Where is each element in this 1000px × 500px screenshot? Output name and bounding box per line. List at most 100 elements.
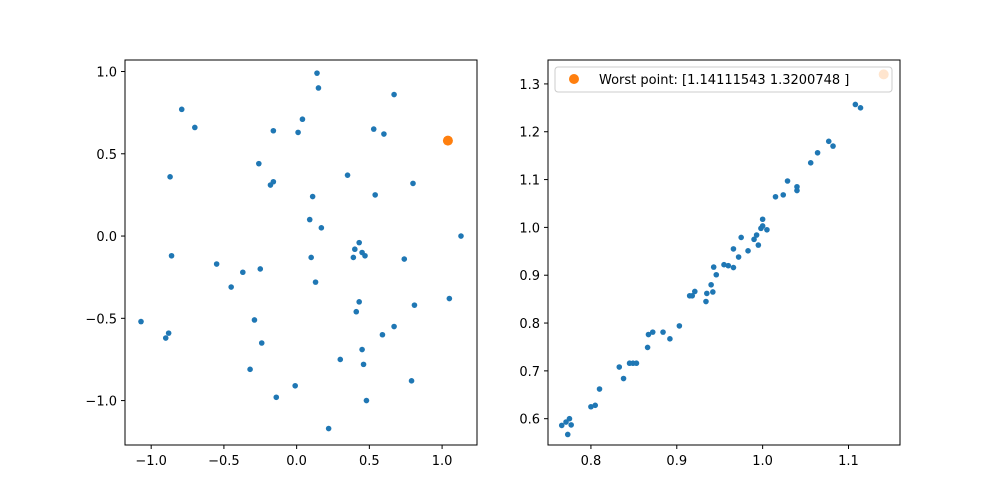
x-tick-label: 0.9 [666,454,687,469]
data-point [616,364,623,370]
data-point [138,318,144,325]
data-point [759,216,766,223]
data-point [708,281,714,288]
y-tick-label: 0.9 [519,269,540,284]
data-point [857,105,864,111]
data-point [759,223,766,229]
data-point [830,143,836,149]
y-tick-label: −1.0 [85,395,117,410]
series-1 [442,135,453,146]
y-tick-label: 1.0 [519,221,540,236]
data-point [359,346,365,353]
data-point [730,246,737,252]
data-point [568,422,574,428]
data-point [814,149,821,156]
legend: Worst point: [1.14111543 1.3200748 ] [554,66,893,93]
series-0 [558,101,864,438]
data-point [363,397,370,404]
data-point [784,178,791,184]
x-tick-label: −1.0 [135,454,167,469]
x-tick-label: 0.8 [581,454,602,469]
data-point [273,394,280,401]
data-point [213,261,220,267]
y-tick-label: −0.5 [85,312,117,327]
data-point [676,323,683,329]
data-point [299,116,306,123]
data-point [730,264,737,271]
data-point [764,226,770,233]
y-tick-label: 0.5 [96,148,117,163]
data-point [710,264,717,270]
data-point [167,174,173,180]
data-point [165,330,172,336]
data-point [381,131,387,137]
data-point [564,431,571,438]
data-point [704,290,710,297]
data-point [240,269,246,276]
data-point [350,254,357,261]
x-tick-label: 1.1 [838,454,859,469]
data-point [325,425,332,432]
data-point [410,180,416,187]
data-point [318,225,325,231]
data-point [352,246,358,253]
data-point [689,292,696,299]
x-tick-label: 0.5 [359,454,380,469]
data-point [309,193,316,200]
data-point [391,323,397,330]
data-point [251,317,258,323]
data-point [710,289,716,295]
data-point [745,248,751,254]
data-point [401,256,408,262]
data-point [620,375,627,382]
data-point [588,403,594,410]
y-tick-label: 1.1 [519,174,540,189]
data-point [256,160,262,167]
data-point [270,178,277,185]
y-tick-label: 1.2 [519,126,540,141]
data-point [379,331,386,338]
data-point [713,271,720,278]
data-point [558,422,565,429]
data-point [596,386,603,392]
x-tick-label: −0.5 [208,454,240,469]
data-point [772,193,779,200]
data-point [807,160,814,166]
data-point [162,335,169,341]
series-0 [138,70,464,432]
data-point [780,192,787,198]
data-point [649,329,656,335]
data-point [192,124,198,131]
data-point [356,299,362,305]
y-tick-label: 0.8 [519,317,540,332]
y-tick-label: 0.6 [519,413,540,428]
y-tick-label: 1.3 [519,78,540,93]
data-point [337,356,344,363]
data-point [563,419,569,425]
data-point [168,252,175,259]
data-point [660,329,666,335]
legend-marker [569,74,579,84]
data-point [370,126,377,132]
data-point [794,187,800,194]
data-point [753,232,760,238]
left-scatter-plot: −1.0 −0.5 0.0 0.5 1.0 −1.0 −0.5 0.0 0.5 1.0 [85,59,478,469]
data-point [633,360,640,367]
data-point [735,254,742,260]
data-point [751,236,757,243]
data-point [852,101,859,108]
data-point [314,70,320,76]
data-point [703,298,709,305]
legend-box [554,66,893,93]
data-point [667,336,673,342]
x-tick-label: 0.0 [286,454,307,469]
data-point [446,295,453,302]
x-tick-label: 1.0 [752,454,773,469]
data-point [566,415,573,422]
right-scatter-plot: 0.8 0.9 1.0 1.1 0.6 0.7 0.8 0.9 1.0 1.1 1.2 1.3 Wors… [519,59,901,469]
y-tick-label: 0.0 [96,230,117,245]
data-point [247,366,253,373]
data-point [360,361,367,368]
data-point [755,242,762,248]
data-point [391,91,397,98]
